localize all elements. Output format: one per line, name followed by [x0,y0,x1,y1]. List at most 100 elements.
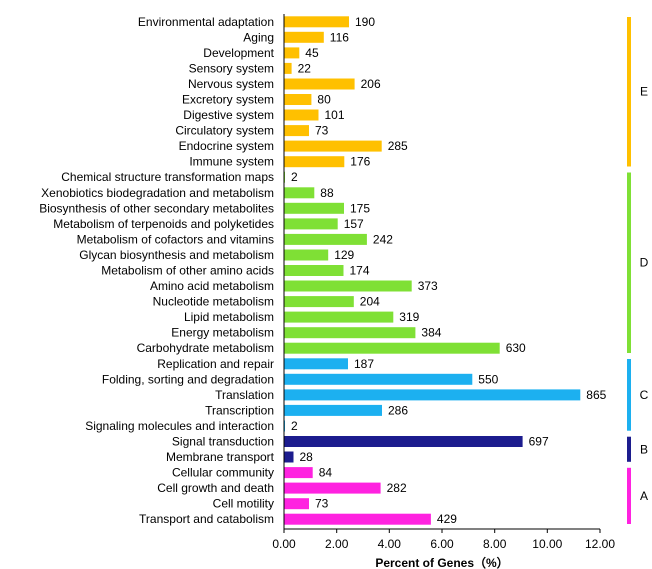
group-bracket [627,172,631,353]
category-label: Folding, sorting and degradation [102,372,274,386]
bar [284,265,344,276]
category-label: Metabolism of terpenoids and polyketides [53,217,274,231]
category-label: Endocrine system [179,139,274,153]
category-label: Signaling molecules and interaction [85,419,274,433]
data-label: 187 [354,357,374,371]
bar [284,47,300,59]
group-bracket [627,17,631,167]
data-label: 176 [350,155,370,169]
category-label: Membrane transport [166,450,275,464]
data-label: 28 [300,450,314,464]
bar [284,62,292,74]
data-label: 384 [421,326,441,340]
data-label: 157 [344,217,364,231]
category-label: Excretory system [182,93,274,107]
category-label: Lipid metabolism [184,310,274,324]
group-brackets: E D C B A [627,17,649,524]
category-label: Replication and repair [157,357,274,371]
bar [284,31,324,43]
category-label: Metabolism of other amino acids [101,264,274,278]
bar [284,498,309,510]
category-label: Aging [243,30,274,44]
bar [284,249,329,261]
bar [284,451,294,463]
data-label: 116 [330,30,349,44]
bar [284,342,500,354]
bar [284,78,355,90]
category-label: Sensory system [189,61,274,75]
data-label: 319 [399,310,419,324]
group-bracket [627,436,631,462]
category-label: Nervous system [188,77,274,91]
category-label: Transcription [205,403,274,417]
category-label: Cellular community [172,466,274,480]
data-label: 2 [291,170,298,184]
category-label: Amino acid metabolism [150,279,274,293]
category-label: Cell motility [213,497,274,511]
category-label: Biosynthesis of other secondary metaboli… [39,201,274,215]
data-label: 206 [361,77,381,91]
data-label: 242 [373,232,393,246]
group-bracket [627,467,631,524]
x-axis-ticks: 0.00 2.00 4.00 6.00 8.00 10.00 12.00 [272,529,615,551]
category-label: Transport and catabolism [139,512,274,526]
bar [284,513,431,525]
data-label: 88 [320,186,334,200]
category-label: Translation [215,388,274,402]
bar [284,280,412,292]
bar [284,404,382,416]
data-label: 373 [418,279,438,293]
category-label: Xenobiotics biodegradation and metabolis… [41,186,274,200]
data-label: 697 [529,435,549,449]
group-bracket [627,359,631,431]
category-label: Immune system [189,155,274,169]
bars-layer [284,16,581,525]
data-label: 45 [305,46,319,60]
category-label: Nucleotide metabolism [153,295,274,309]
bar [284,140,382,152]
bar [284,358,348,370]
category-label: Carbohydrate metabolism [137,341,274,355]
bar [284,156,345,168]
category-label: Signal transduction [172,435,274,449]
category-label: Chemical structure transformation maps [61,170,274,184]
data-label: 285 [388,139,408,153]
data-label: 2 [291,419,298,433]
bar [284,233,367,245]
bar [284,327,416,339]
category-label: Development [203,46,274,60]
data-label: 282 [387,481,407,495]
category-label: Glycan biosynthesis and metabolism [79,248,274,262]
bar [284,109,319,121]
data-label: 286 [388,403,408,417]
bar [284,436,523,447]
bar [284,311,394,323]
bar [284,202,344,214]
category-label: Environmental adaptation [138,15,274,29]
group-label: D [640,256,649,270]
data-label: 129 [334,248,354,262]
category-label: Cell growth and death [157,481,274,495]
group-label: A [640,489,648,503]
x-axis-title: Percent of Genes（%） [375,555,508,569]
data-label: 550 [478,372,498,386]
x-tick-label: 2.00 [325,537,349,551]
bar [284,94,312,105]
data-label: 73 [315,124,329,138]
group-label: E [640,85,648,99]
x-tick-label: 6.00 [430,537,454,551]
x-tick-label: 10.00 [532,537,562,551]
bar [284,389,581,401]
data-label: 174 [350,264,370,278]
x-tick-label: 4.00 [378,537,402,551]
data-label: 630 [506,341,526,355]
data-label: 73 [315,497,329,511]
bar [284,16,349,28]
x-tick-label: 0.00 [272,537,296,551]
bar [284,373,473,385]
bar [284,218,338,230]
data-label: 204 [360,295,380,309]
bar [284,467,313,479]
